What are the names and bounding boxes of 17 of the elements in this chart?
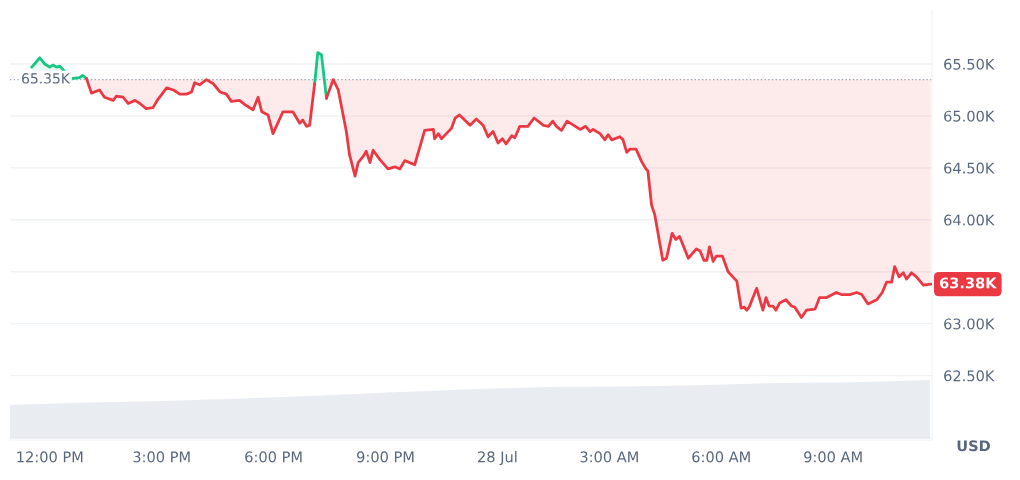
y-tick-label: 65.50K	[944, 58, 995, 70]
ref-line-label: 65.35K	[22, 73, 71, 84]
x-tick-label: 12:00 PM	[17, 451, 83, 463]
y-tick-label: 63.00K	[944, 318, 995, 330]
x-tick-label: 3:00 AM	[580, 451, 638, 463]
y-axis-title: USD	[957, 440, 990, 452]
x-tick-label: 6:00 PM	[245, 451, 302, 463]
x-tick-label: 3:00 PM	[133, 451, 190, 463]
y-tick-label: 64.50K	[944, 162, 995, 174]
x-tick-label: 28 Jul	[478, 451, 517, 466]
y-tick-label: 62.50K	[944, 370, 995, 382]
y-tick-label: 64.00K	[944, 214, 995, 226]
x-tick-label: 9:00 PM	[357, 451, 414, 463]
y-tick-label: 65.00K	[944, 110, 995, 122]
x-tick-label: 9:00 AM	[804, 451, 862, 463]
x-tick-label: 6:00 AM	[692, 451, 750, 463]
annotation: 63.38K	[939, 277, 997, 289]
